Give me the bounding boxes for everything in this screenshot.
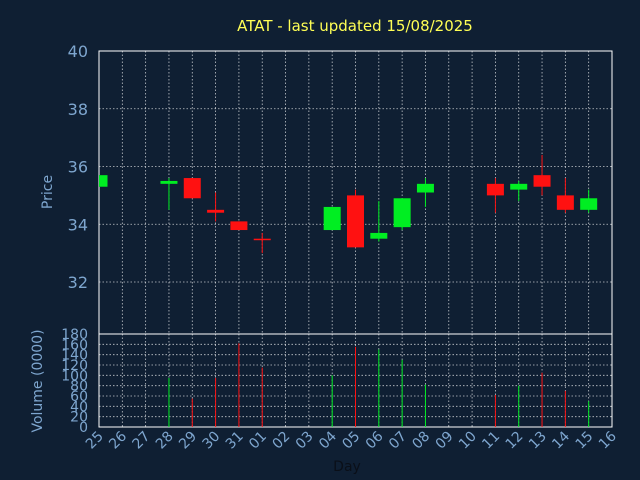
candle-body — [416, 183, 434, 193]
x-axis-label: Day — [333, 459, 361, 475]
candle-body — [160, 180, 178, 184]
candle-body — [347, 195, 364, 248]
price-axis-label: Price — [40, 175, 56, 209]
candle-body — [183, 178, 201, 199]
price-tick-label: 38 — [68, 100, 88, 119]
price-tick-label: 32 — [68, 273, 88, 292]
volume-tick-label: 60 — [70, 389, 88, 405]
price-tick-label: 40 — [68, 42, 88, 61]
candle-body — [207, 209, 225, 213]
x-axis: 25 26 27 28 29 30 31 01 02 03 04 05 06 07 08 09 10 11 12 13… — [83, 428, 620, 452]
candle-body — [99, 175, 108, 187]
volume-tick-label: 140 — [61, 348, 88, 364]
volume-tick-label: 120 — [61, 358, 88, 374]
volume-tick-label: 80 — [70, 379, 88, 395]
candle-body — [393, 198, 411, 228]
price-panel: 32 34 36 38 40 — [68, 42, 613, 335]
price-tick-label: 34 — [68, 215, 88, 234]
volume-tick-label: 160 — [61, 337, 88, 353]
candle-body — [323, 206, 341, 231]
volume-tick-label: 40 — [70, 399, 88, 415]
volume-axis-label: Volume (0000) — [30, 329, 46, 432]
candle-body — [510, 183, 528, 190]
volume-tick-label: 0 — [79, 420, 88, 436]
candle-body — [370, 232, 388, 239]
price-tick-label: 36 — [68, 158, 88, 177]
candle-body — [230, 221, 248, 231]
candle-body — [580, 198, 598, 210]
volume-tick-label: 100 — [61, 368, 88, 384]
volume-tick-label: 20 — [70, 410, 88, 426]
candle-body — [253, 238, 271, 241]
candle-body — [486, 183, 504, 196]
volume-tick-label: 180 — [61, 327, 88, 343]
chart-title: ATAT - last updated 15/08/2025 — [237, 17, 473, 35]
candles-group — [99, 154, 598, 254]
candle-body — [556, 195, 574, 210]
candle-body — [533, 175, 551, 187]
